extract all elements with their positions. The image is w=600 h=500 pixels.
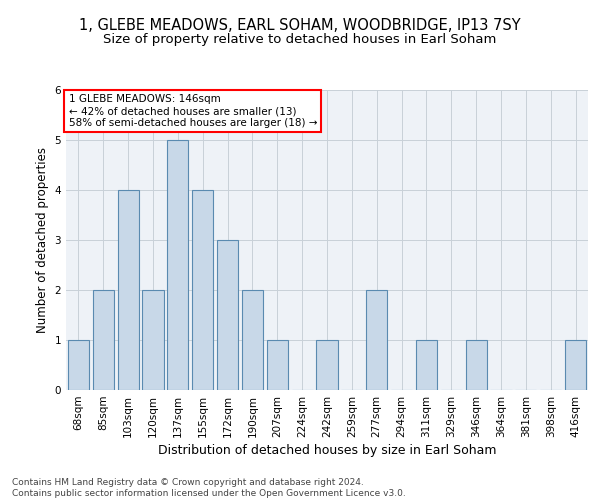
Text: 1, GLEBE MEADOWS, EARL SOHAM, WOODBRIDGE, IP13 7SY: 1, GLEBE MEADOWS, EARL SOHAM, WOODBRIDGE… (79, 18, 521, 32)
Bar (242, 290, 263, 390)
Bar (466, 340, 487, 390)
Bar (142, 290, 164, 390)
Y-axis label: Number of detached properties: Number of detached properties (36, 147, 49, 333)
Text: Contains HM Land Registry data © Crown copyright and database right 2024.
Contai: Contains HM Land Registry data © Crown c… (12, 478, 406, 498)
X-axis label: Distribution of detached houses by size in Earl Soham: Distribution of detached houses by size … (158, 444, 496, 457)
Text: Size of property relative to detached houses in Earl Soham: Size of property relative to detached ho… (103, 32, 497, 46)
Bar (167, 140, 188, 390)
Bar (565, 340, 586, 390)
Bar (416, 340, 437, 390)
Text: 1 GLEBE MEADOWS: 146sqm
← 42% of detached houses are smaller (13)
58% of semi-de: 1 GLEBE MEADOWS: 146sqm ← 42% of detache… (68, 94, 317, 128)
Bar (192, 190, 213, 390)
Bar (68, 340, 89, 390)
Bar (93, 290, 114, 390)
Bar (217, 240, 238, 390)
Bar (118, 190, 139, 390)
Bar (267, 340, 288, 390)
Bar (366, 290, 387, 390)
Bar (316, 340, 338, 390)
